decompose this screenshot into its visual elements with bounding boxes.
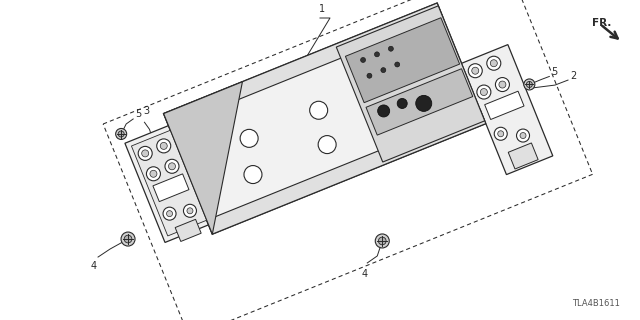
Circle shape: [141, 150, 148, 157]
Circle shape: [157, 139, 171, 153]
Circle shape: [524, 79, 535, 90]
Circle shape: [166, 211, 173, 217]
Circle shape: [472, 67, 479, 74]
Text: 1: 1: [319, 4, 325, 14]
Polygon shape: [484, 91, 524, 119]
Circle shape: [375, 234, 389, 248]
Circle shape: [388, 46, 394, 51]
Circle shape: [147, 167, 161, 181]
Text: 4: 4: [91, 261, 97, 271]
Circle shape: [374, 52, 380, 57]
Circle shape: [116, 128, 127, 140]
Polygon shape: [346, 18, 460, 103]
Circle shape: [495, 77, 509, 92]
Circle shape: [367, 73, 372, 78]
Text: 5: 5: [551, 68, 557, 77]
Text: 3: 3: [143, 106, 150, 116]
Text: FR.: FR.: [592, 18, 611, 28]
Circle shape: [118, 131, 124, 137]
Polygon shape: [153, 174, 189, 202]
Circle shape: [150, 170, 157, 177]
Circle shape: [516, 129, 529, 142]
Circle shape: [487, 56, 501, 70]
Circle shape: [494, 127, 508, 140]
Circle shape: [378, 105, 390, 117]
Circle shape: [477, 85, 491, 99]
Text: TLA4B1611: TLA4B1611: [572, 299, 620, 308]
Circle shape: [184, 204, 196, 217]
Circle shape: [468, 64, 483, 78]
Circle shape: [520, 132, 526, 139]
Circle shape: [244, 165, 262, 184]
Circle shape: [165, 159, 179, 173]
Text: 4: 4: [361, 269, 367, 279]
Circle shape: [163, 207, 176, 220]
Polygon shape: [207, 110, 486, 234]
Circle shape: [397, 99, 407, 108]
Circle shape: [124, 235, 132, 243]
Text: 5: 5: [135, 109, 141, 119]
Polygon shape: [164, 3, 486, 234]
Circle shape: [318, 136, 336, 154]
Circle shape: [381, 68, 386, 73]
Circle shape: [490, 60, 497, 67]
Circle shape: [187, 208, 193, 214]
Polygon shape: [164, 3, 443, 127]
Circle shape: [168, 163, 175, 170]
Polygon shape: [461, 44, 553, 175]
Polygon shape: [508, 143, 538, 169]
Circle shape: [499, 81, 506, 88]
Circle shape: [378, 237, 386, 245]
Circle shape: [481, 89, 488, 96]
Polygon shape: [131, 130, 207, 236]
Circle shape: [360, 58, 365, 62]
Circle shape: [498, 131, 504, 137]
Polygon shape: [366, 69, 473, 135]
Circle shape: [310, 101, 328, 119]
Polygon shape: [164, 82, 243, 234]
Circle shape: [240, 129, 258, 147]
Circle shape: [395, 62, 400, 67]
Circle shape: [416, 95, 432, 111]
Circle shape: [121, 232, 135, 246]
Circle shape: [138, 146, 152, 160]
Polygon shape: [125, 124, 213, 243]
Polygon shape: [175, 219, 201, 242]
Circle shape: [526, 81, 532, 87]
Circle shape: [160, 142, 167, 149]
Polygon shape: [336, 6, 484, 162]
Text: 2: 2: [570, 71, 576, 81]
